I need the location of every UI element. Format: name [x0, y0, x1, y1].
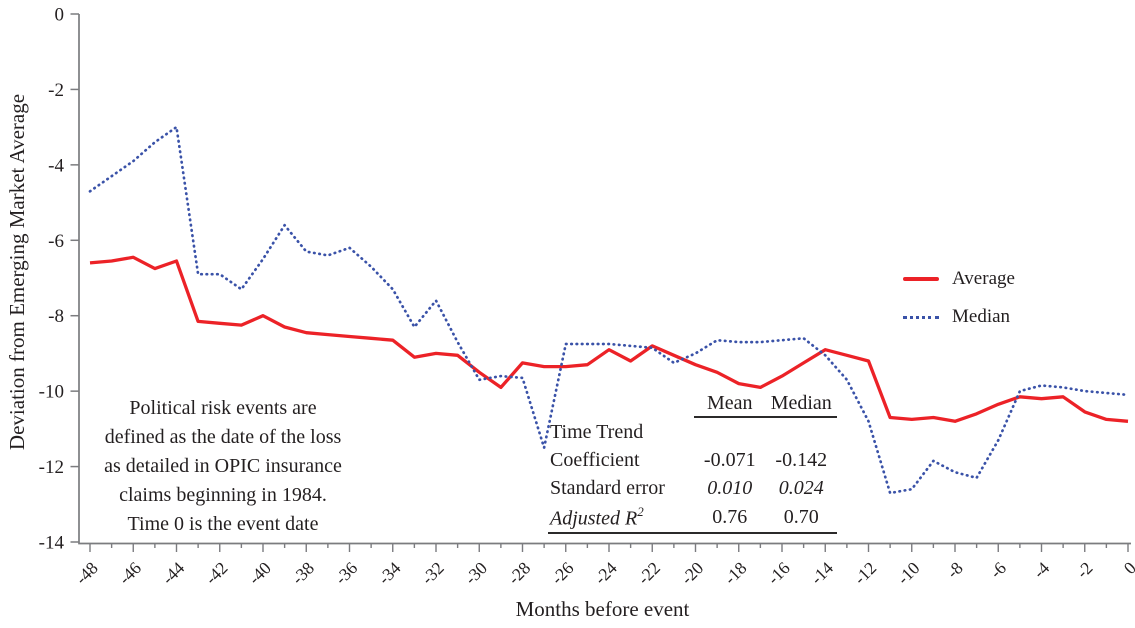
cell-mean: -0.071 — [703, 449, 756, 472]
x-tick-label: -22 — [633, 558, 664, 589]
legend-label-average: Average — [952, 268, 1015, 289]
x-tick-label: -24 — [590, 558, 621, 589]
row-label: Standard error — [550, 477, 665, 500]
y-tick-label: -4 — [48, 155, 64, 176]
x-tick-label: -38 — [287, 558, 318, 589]
average-line — [89, 255, 1129, 423]
table-row-time-trend: Time Trend — [548, 418, 837, 446]
x-axis-title: Months before event — [515, 597, 690, 621]
x-tick-label: -18 — [720, 558, 751, 589]
cell-mean: 0.010 — [707, 477, 753, 500]
x-tick-label: -48 — [71, 558, 102, 589]
x-tick-label: -20 — [677, 558, 708, 589]
average-line-swatch — [903, 277, 939, 281]
x-tick-label: -44 — [158, 558, 189, 589]
y-tick-label: -8 — [48, 306, 64, 327]
y-tick-label: -10 — [39, 382, 64, 403]
annotation-line: Time 0 is the event date — [127, 513, 319, 535]
table-row-coefficient: Coefficient -0.071 -0.142 — [548, 446, 837, 474]
annotation-note: Political risk events are defined as the… — [72, 394, 374, 539]
legend-label-median: Median — [952, 306, 1011, 327]
x-tick-label: -10 — [893, 558, 924, 589]
legend-item-median: Median — [903, 304, 1015, 330]
header-columns: Mean Median — [694, 392, 837, 418]
x-tick-label: 0 — [1119, 558, 1135, 579]
row-label: Coefficient — [550, 449, 640, 472]
col-header-mean: Mean — [706, 392, 753, 414]
y-tick-label: 0 — [55, 5, 65, 26]
row-label: Adjusted R2 — [550, 503, 644, 530]
x-tick-label: -42 — [201, 558, 232, 589]
row-label: Time Trend — [550, 420, 644, 443]
x-tick-label: -26 — [547, 558, 578, 589]
x-tick-label: -12 — [850, 558, 881, 589]
median-line-swatch — [903, 315, 939, 319]
x-tick-label: -2 — [1072, 558, 1096, 582]
median-line — [88, 125, 1130, 495]
x-tick-label: -8 — [942, 558, 967, 583]
y-tick-label: -2 — [48, 80, 64, 101]
cell-mean: 0.76 — [712, 505, 748, 528]
y-tick-label: -6 — [48, 231, 64, 252]
x-tick-label: -34 — [374, 558, 405, 589]
axis-frame — [78, 14, 1131, 545]
annotation-line: claims beginning in 1984. — [119, 484, 327, 506]
x-tick-label: -6 — [986, 558, 1011, 583]
y-tick-label: -12 — [39, 457, 64, 478]
annotation-line: Political risk events are — [129, 397, 317, 419]
x-tick-label: -40 — [244, 558, 275, 589]
y-axis-title: Deviation from Emerging Market Average — [5, 93, 29, 451]
x-tick-label: -28 — [504, 558, 535, 589]
col-header-median: Median — [770, 392, 832, 414]
x-tick-label: -30 — [460, 558, 491, 589]
r2-superscript: 2 — [637, 503, 644, 519]
stats-table-header: Mean Median — [548, 392, 837, 418]
table-row-adjusted-r2: Adjusted R2 0.76 0.70 — [548, 503, 837, 531]
legend: Average Median — [903, 266, 1015, 330]
annotation-line: as detailed in OPIC insurance — [104, 455, 342, 477]
x-tick-label: -36 — [331, 558, 362, 589]
stats-table: Mean Median Time Trend Coefficient -0.07… — [548, 392, 837, 534]
table-row-standard-error: Standard error 0.010 0.024 — [548, 475, 837, 503]
header-spacer — [548, 392, 694, 418]
cell-median: 0.70 — [783, 505, 819, 528]
x-tick-label: -4 — [1029, 558, 1054, 583]
legend-item-average: Average — [903, 266, 1015, 292]
y-tick-label: -14 — [39, 533, 65, 554]
annotation-line: defined as the date of the loss — [104, 426, 342, 448]
cell-median: -0.142 — [775, 449, 828, 472]
x-tick-label: -16 — [763, 558, 794, 589]
x-tick-label: -46 — [114, 558, 145, 589]
x-tick-label: -32 — [417, 558, 448, 589]
cell-median: 0.024 — [778, 477, 824, 500]
x-tick-label: -14 — [806, 558, 837, 589]
